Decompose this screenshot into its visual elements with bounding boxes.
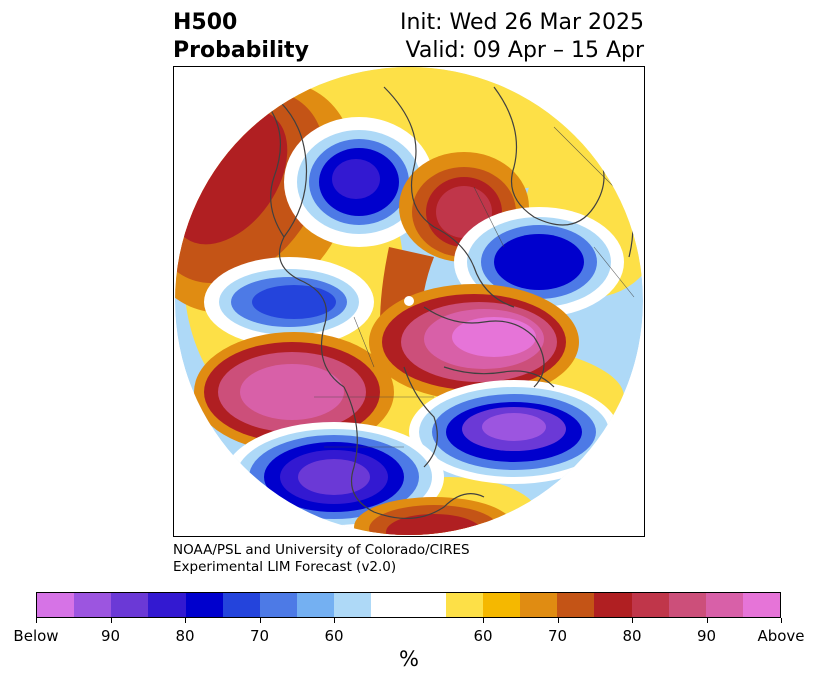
colorbar-segment [594, 593, 632, 617]
colorbar-segment [631, 593, 669, 617]
colorbar-segment [259, 593, 298, 617]
colorbar-segment [37, 593, 75, 617]
colorbar-segment [111, 593, 149, 617]
colorbar-tick-label: 70 [249, 627, 270, 645]
colorbar-segment [668, 593, 706, 617]
pole-marker [404, 296, 414, 306]
map-title: H500 Probability [173, 9, 309, 65]
colorbar-segment [408, 593, 446, 617]
colorbar-tick-mark [334, 618, 335, 623]
colorbar-tick-label: 60 [473, 627, 493, 645]
probability-field [175, 67, 643, 535]
title-line-2: Probability [173, 38, 309, 63]
colorbar-tick-label: 90 [100, 627, 121, 645]
colorbar-tick-label: 90 [696, 627, 717, 645]
credit-line-2: Experimental LIM Forecast (v2.0) [173, 559, 397, 575]
valid-dates: Valid: 09 Apr – 15 Apr [405, 38, 645, 63]
colorbar-tick-label: 70 [547, 627, 568, 645]
colorbar-segment [482, 593, 521, 617]
forecast-dates: Init: Wed 26 Mar 2025 Valid: 09 Apr – 15… [400, 9, 644, 65]
colorbar [36, 592, 781, 618]
colorbar-tick-mark [632, 618, 633, 623]
colorbar-tick-mark [110, 618, 112, 623]
probability-map-svg [175, 67, 643, 535]
colorbar-tick-mark [259, 618, 261, 623]
colorbar-segment [297, 593, 335, 617]
colorbar-tick-label: 80 [622, 627, 642, 645]
anomaly-south-red [354, 497, 514, 535]
init-date: Init: Wed 26 Mar 2025 [399, 10, 644, 35]
colorbar-segment [334, 593, 372, 617]
colorbar-tick-mark [706, 618, 708, 623]
colorbar-segment [705, 593, 743, 617]
borders [314, 126, 635, 448]
colorbar-tick-mark [781, 618, 782, 623]
colorbar-segment [148, 593, 186, 617]
colorbar-segment [520, 593, 558, 617]
colorbar-tick-label: 80 [175, 627, 195, 645]
colorbar-tick-label: Above [757, 627, 805, 645]
colorbar-segment [185, 593, 223, 617]
colorbar-segment [445, 593, 483, 617]
anomaly-north-blue [284, 117, 434, 247]
colorbar-tick-label: 60 [324, 627, 344, 645]
polar-map [173, 66, 645, 537]
credit-text: NOAA/PSL and University of Colorado/CIRE… [173, 542, 470, 576]
colorbar-tick-mark [483, 618, 484, 623]
colorbar-segment [557, 593, 595, 617]
colorbar-tick-mark [557, 618, 559, 623]
colorbar-unit-label: % [399, 647, 419, 671]
credit-line-1: NOAA/PSL and University of Colorado/CIRE… [173, 542, 470, 558]
colorbar-segment [742, 593, 781, 617]
colorbar-segment [222, 593, 260, 617]
colorbar-segment [74, 593, 112, 617]
colorbar-tick-mark [185, 618, 186, 623]
anomaly-west-blue [204, 257, 374, 347]
colorbar-tick-label: Below [13, 627, 59, 645]
anomaly-east-magenta [369, 284, 579, 400]
anomaly-southeast-purple [409, 380, 619, 484]
colorbar-segment [371, 593, 409, 617]
colorbar-tick-mark [36, 618, 37, 623]
title-line-1: H500 [173, 10, 238, 35]
